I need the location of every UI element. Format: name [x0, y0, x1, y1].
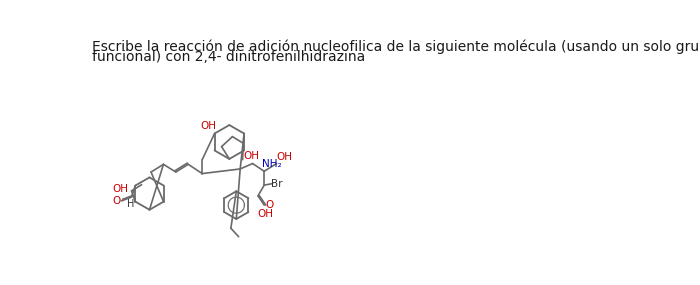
Text: H: H [127, 199, 134, 209]
Text: NH₂: NH₂ [262, 158, 282, 168]
Text: Escribe la reacción de adición nucleofilica de la siguiente molécula (usando un : Escribe la reacción de adición nucleofil… [92, 40, 700, 54]
Text: Br: Br [271, 179, 282, 189]
Text: OH: OH [243, 151, 259, 161]
Text: OH: OH [113, 184, 129, 194]
Text: OH: OH [257, 209, 273, 219]
Text: OH: OH [200, 121, 216, 131]
Text: O: O [113, 196, 121, 206]
Text: funcional) con 2,4- dinitrofenilhidrazina: funcional) con 2,4- dinitrofenilhidrazin… [92, 50, 365, 64]
Text: O: O [265, 200, 274, 210]
Text: OH: OH [276, 152, 293, 162]
